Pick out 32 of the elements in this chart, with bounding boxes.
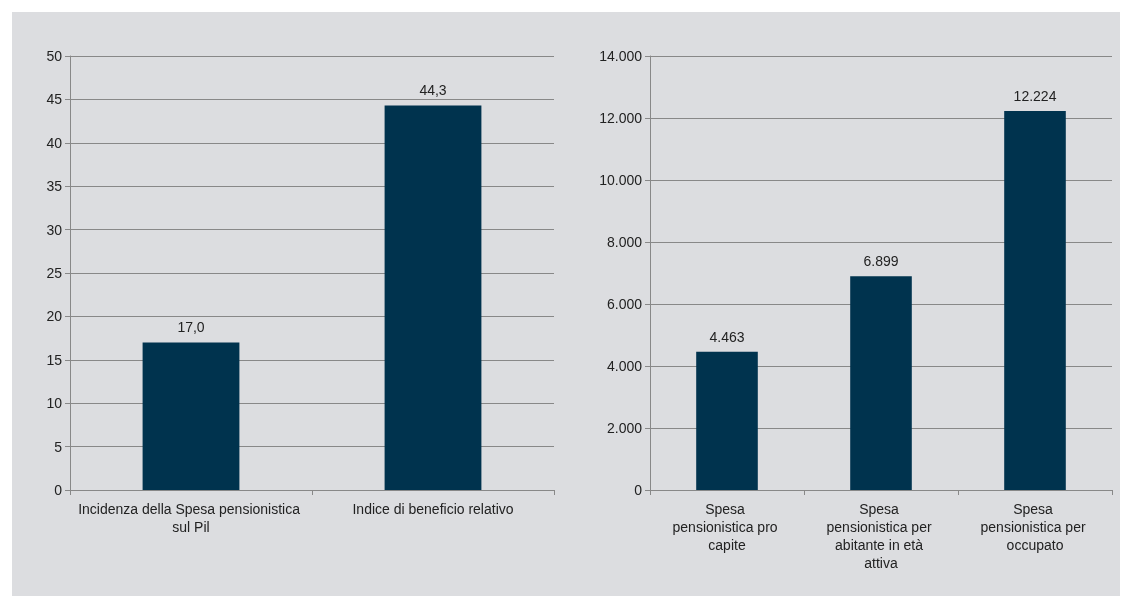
y-tick-label: 2.000 <box>606 420 643 436</box>
x-tick-label: Spesa pensionistica per abitante in età attiva <box>826 501 936 571</box>
bar <box>696 351 758 490</box>
data-label: 4.463 <box>709 328 745 345</box>
y-tick-label: 6.000 <box>606 296 643 312</box>
y-tick-label: 14.000 <box>599 48 643 64</box>
data-label: 44,3 <box>419 82 447 99</box>
y-tick-label: 50 <box>46 48 63 64</box>
y-tick-label: 45 <box>46 91 63 108</box>
y-tick-label: 20 <box>46 308 63 325</box>
bar <box>850 276 912 490</box>
y-tick-label: 35 <box>46 178 63 195</box>
y-tick-label: 0 <box>634 482 643 498</box>
bar <box>1004 111 1066 490</box>
data-label: 12.224 <box>1013 88 1057 105</box>
y-tick-label: 40 <box>46 134 63 151</box>
data-label: 6.899 <box>863 253 899 270</box>
y-tick-label: 25 <box>46 265 63 281</box>
y-tick-label: 5 <box>54 438 63 455</box>
y-tick-label: 4.000 <box>606 358 643 374</box>
x-tick-label: Spesa pensionistica per occupato <box>980 501 1090 553</box>
data-label: 17,0 <box>177 319 205 336</box>
y-tick-label: 30 <box>46 221 63 238</box>
y-tick-label: 0 <box>54 482 63 498</box>
y-tick-label: 15 <box>46 351 63 368</box>
x-tick-label: Spesa pensionistica pro capite <box>672 501 782 553</box>
y-tick-label: 10.000 <box>599 172 643 188</box>
y-tick-label: 12.000 <box>599 110 643 126</box>
y-tick-label: 8.000 <box>606 234 643 250</box>
x-tick-label: Incidenza della Spesa pensionistica sul Pil <box>78 501 304 535</box>
y-tick-label: 10 <box>46 395 63 412</box>
x-tick-label: Indice di beneficio relativo <box>352 501 514 517</box>
